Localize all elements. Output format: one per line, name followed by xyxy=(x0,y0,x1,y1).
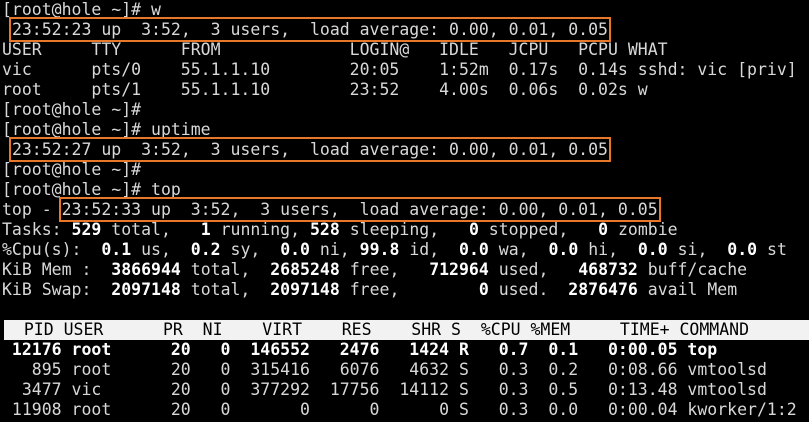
terminal-text: avail Mem xyxy=(637,280,738,299)
terminal-text: vic pts/0 55.1.1.10 20:05 1:52m 0.17s 0.… xyxy=(2,60,797,79)
terminal-text: sleeping, xyxy=(339,220,469,239)
terminal-text: us, xyxy=(131,240,191,259)
terminal-text: 0 xyxy=(468,220,479,239)
terminal-text: KiB Mem : xyxy=(2,260,112,279)
terminal-text: [root@hole ~]# uptime xyxy=(2,120,211,139)
highlighted-text: 23:52:33 up 3:52, 3 users, load average:… xyxy=(58,197,661,222)
terminal-text: [root@hole ~]# top xyxy=(2,180,181,199)
terminal-text: root pts/1 55.1.1.10 23:52 4.00s 0.06s 0… xyxy=(2,80,648,99)
terminal-text: si, xyxy=(667,240,728,259)
terminal-text: 0 xyxy=(478,280,489,299)
terminal-text: 2097148 xyxy=(270,280,340,299)
terminal-text: 2097148 xyxy=(111,280,181,299)
terminal-text: 99.8 xyxy=(359,240,400,259)
terminal-text: used. xyxy=(488,280,569,299)
terminal-line: [root@hole ~]# top xyxy=(0,180,809,200)
terminal-line: 23:52:23 up 3:52, 3 users, load average:… xyxy=(0,17,809,42)
terminal-text: 0.0 xyxy=(548,240,579,259)
terminal-text: total, xyxy=(180,260,271,279)
terminal-text xyxy=(2,20,12,39)
terminal-text: 0.0 xyxy=(637,240,668,259)
terminal-text: sy, xyxy=(220,240,281,259)
terminal-line: USER TTY FROM LOGIN@ IDLE JCPU PCPU WHAT xyxy=(0,40,809,60)
terminal-text: st xyxy=(757,240,787,259)
terminal-text: stopped, xyxy=(478,220,599,239)
terminal-line: 3477 vic 20 0 377292 17756 14112 S 0.3 0… xyxy=(0,380,809,400)
terminal-text: id, xyxy=(399,240,460,259)
terminal-text: 0.1 xyxy=(101,240,132,259)
terminal-line: [root@hole ~]# xyxy=(0,160,809,180)
terminal-text: 0.0 xyxy=(280,240,310,259)
terminal-text: free, xyxy=(339,280,479,299)
terminal-text: 0.0 xyxy=(459,240,489,259)
terminal-line: [root@hole ~]# w xyxy=(0,0,809,20)
highlighted-text: 23:52:23 up 3:52, 3 users, load average:… xyxy=(8,17,611,42)
terminal-text: 468732 xyxy=(578,260,638,279)
terminal-text: PID USER PR NI VIRT RES SHR S %CPU %MEM … xyxy=(4,320,750,339)
terminal-text: 895 root 20 0 315416 6076 4632 S 0.3 0.2… xyxy=(2,360,767,379)
terminal-text: 3866944 xyxy=(111,260,181,279)
terminal-line: Tasks: 529 total, 1 running, 528 sleepin… xyxy=(0,220,809,240)
terminal-text: 0 xyxy=(598,220,609,239)
terminal-line: [root@hole ~]# uptime xyxy=(0,120,809,140)
terminal-text: 2685248 xyxy=(270,260,340,279)
terminal-text: hi, xyxy=(578,240,638,259)
terminal-text: 712964 xyxy=(429,260,489,279)
terminal-line: %Cpu(s): 0.1 us, 0.2 sy, 0.0 ni, 99.8 id… xyxy=(0,240,809,260)
terminal-text: top - xyxy=(2,200,62,219)
terminal-text: used, xyxy=(488,260,579,279)
terminal-text: 1 xyxy=(200,220,211,239)
terminal-text: [root@hole ~]# w xyxy=(2,0,161,19)
terminal-text: wa, xyxy=(488,240,549,259)
terminal-line: vic pts/0 55.1.1.10 20:05 1:52m 0.17s 0.… xyxy=(0,60,809,80)
terminal-text: 529 xyxy=(71,220,102,239)
terminal-text: 0.0 xyxy=(727,240,758,259)
terminal-text: zombie xyxy=(608,220,678,239)
terminal-text: ni, xyxy=(310,240,360,259)
terminal-text: 528 xyxy=(309,220,340,239)
terminal-text: [root@hole ~]# xyxy=(2,100,142,119)
terminal-text: KiB Swap: xyxy=(2,280,112,299)
terminal-text: 0.2 xyxy=(190,240,221,259)
terminal-line xyxy=(0,300,809,320)
terminal-text xyxy=(2,140,12,159)
terminal-line: 23:52:27 up 3:52, 3 users, load average:… xyxy=(0,137,809,162)
terminal-line: [root@hole ~]# xyxy=(0,100,809,120)
terminal-line: KiB Swap: 2097148 total, 2097148 free, 0… xyxy=(0,280,809,300)
terminal-line: 895 root 20 0 315416 6076 4632 S 0.3 0.2… xyxy=(0,360,809,380)
terminal-text: 3477 vic 20 0 377292 17756 14112 S 0.3 0… xyxy=(2,380,767,399)
terminal-line: 12176 root 20 0 146552 2476 1424 R 0.7 0… xyxy=(0,340,809,360)
terminal-text: free, xyxy=(339,260,430,279)
terminal-text: 2876476 xyxy=(568,280,638,299)
terminal-line: 11908 root 20 0 0 0 0 S 0.3 0.0 0:00.04 … xyxy=(0,400,809,420)
terminal-text: Tasks: xyxy=(2,220,72,239)
terminal-text: [root@hole ~]# xyxy=(2,160,142,179)
terminal-text: USER TTY FROM LOGIN@ IDLE JCPU PCPU WHAT xyxy=(2,40,668,59)
terminal-text: total, xyxy=(101,220,201,239)
terminal-line: top - 23:52:33 up 3:52, 3 users, load av… xyxy=(0,197,809,222)
terminal-line: KiB Mem : 3866944 total, 2685248 free, 7… xyxy=(0,260,809,280)
terminal-line: root pts/1 55.1.1.10 23:52 4.00s 0.06s 0… xyxy=(0,80,809,100)
terminal-text: 12176 root 20 0 146552 2476 1424 R 0.7 0… xyxy=(2,340,718,359)
terminal-text: 11908 root 20 0 0 0 0 S 0.3 0.0 0:00.04 … xyxy=(2,400,797,419)
highlighted-text: 23:52:27 up 3:52, 3 users, load average:… xyxy=(8,137,611,162)
terminal-text: running, xyxy=(210,220,310,239)
process-header: PID USER PR NI VIRT RES SHR S %CPU %MEM … xyxy=(4,320,809,340)
terminal-text: %Cpu(s): xyxy=(2,240,102,259)
terminal-text: buff/cache xyxy=(637,260,748,279)
terminal-text: total, xyxy=(180,280,271,299)
